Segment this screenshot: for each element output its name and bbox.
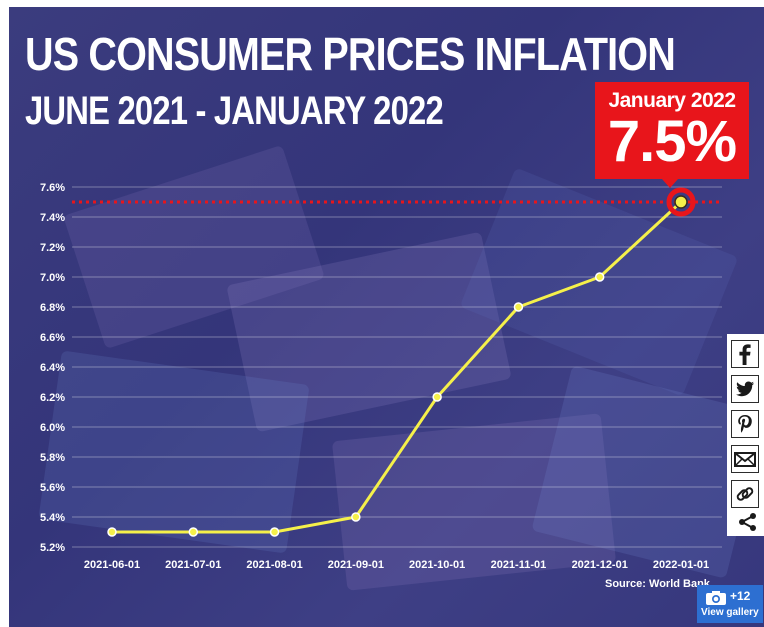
y-axis-ticks: 5.2% 5.4% 5.6% 5.8% 6.0% 6.2% 6.4% 6.6% 6.8% 7.0%… [40,182,65,554]
facebook-icon [739,344,751,365]
callout-pointer [662,179,678,188]
y-tick-label: 5.2% [40,542,65,554]
y-tick-label: 7.2% [40,242,65,254]
chart-subtitle: JUNE 2021 - JANUARY 2022 [25,89,444,133]
x-tick-label: 2021-06-01 [84,559,140,571]
y-tick-label: 5.4% [40,512,65,524]
x-axis-ticks: 2021-06-01 2021-07-01 2021-08-01 2021-09-01… [84,559,709,571]
x-tick-label: 2022-01-01 [653,559,709,571]
y-tick-label: 7.6% [40,182,65,194]
data-point [432,392,442,402]
y-tick-label: 6.2% [40,392,65,404]
data-point-highlighted [674,195,688,209]
y-tick-label: 6.0% [40,422,65,434]
link-icon [736,487,754,501]
data-points [107,187,696,537]
pinterest-share-button[interactable] [731,410,759,438]
more-share-button[interactable] [738,512,758,537]
data-point [107,527,117,537]
y-tick-label: 7.4% [40,212,65,224]
source-credit: Source: World Bank [605,578,710,590]
gallery-count: +12 [730,589,751,603]
x-tick-label: 2021-12-01 [572,559,628,571]
highlight-ring [666,187,696,217]
pinterest-icon [738,415,752,433]
camera-icon [706,591,726,605]
x-tick-label: 2021-07-01 [165,559,221,571]
callout-value: 7.5% [607,109,737,174]
y-tick-label: 6.6% [40,332,65,344]
x-tick-label: 2021-10-01 [409,559,465,571]
x-tick-label: 2021-09-01 [328,559,384,571]
twitter-icon [736,381,754,397]
callout-label: January 2022 [608,89,736,112]
y-tick-label: 6.4% [40,362,65,374]
data-point [594,272,605,282]
view-gallery-button[interactable]: +12 View gallery [697,585,763,623]
latest-value-callout: January 2022 7.5% [595,82,749,179]
x-tick-label: 2021-11-01 [491,559,547,571]
data-point [351,512,361,522]
y-tick-label: 6.8% [40,302,65,314]
email-icon [734,452,756,467]
data-point [513,302,524,312]
y-tick-label: 7.0% [40,272,65,284]
y-tick-label: 5.8% [40,452,65,464]
gallery-label: View gallery [701,607,759,618]
copy-link-button[interactable] [731,480,759,508]
twitter-share-button[interactable] [731,375,759,403]
data-point [269,527,280,537]
chart-title: US CONSUMER PRICES INFLATION [25,28,676,80]
y-tick-label: 5.6% [40,482,65,494]
email-share-button[interactable] [731,445,759,473]
x-tick-label: 2021-08-01 [246,559,302,571]
grid-lines [72,186,722,548]
share-icon [739,513,756,531]
series-line [112,200,683,534]
facebook-share-button[interactable] [731,340,759,368]
data-point [188,527,199,537]
